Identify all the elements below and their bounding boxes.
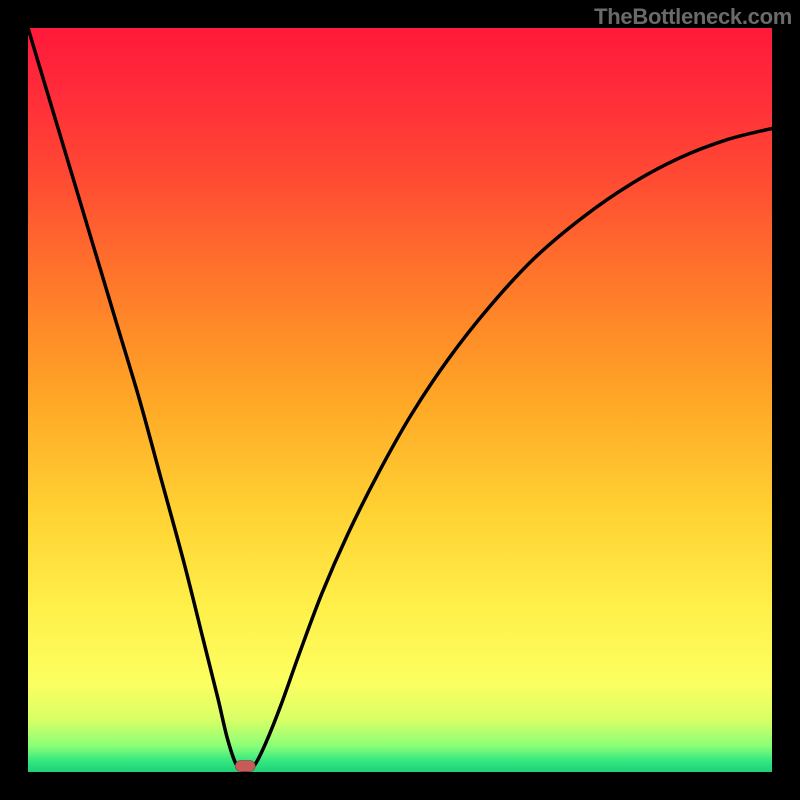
- plot-frame: [0, 0, 800, 800]
- bottleneck-curve: [28, 28, 772, 771]
- optimum-marker: [235, 761, 255, 772]
- curve-layer: [28, 28, 772, 772]
- chart-container: TheBottleneck.com: [0, 0, 800, 800]
- watermark-text: TheBottleneck.com: [594, 4, 792, 30]
